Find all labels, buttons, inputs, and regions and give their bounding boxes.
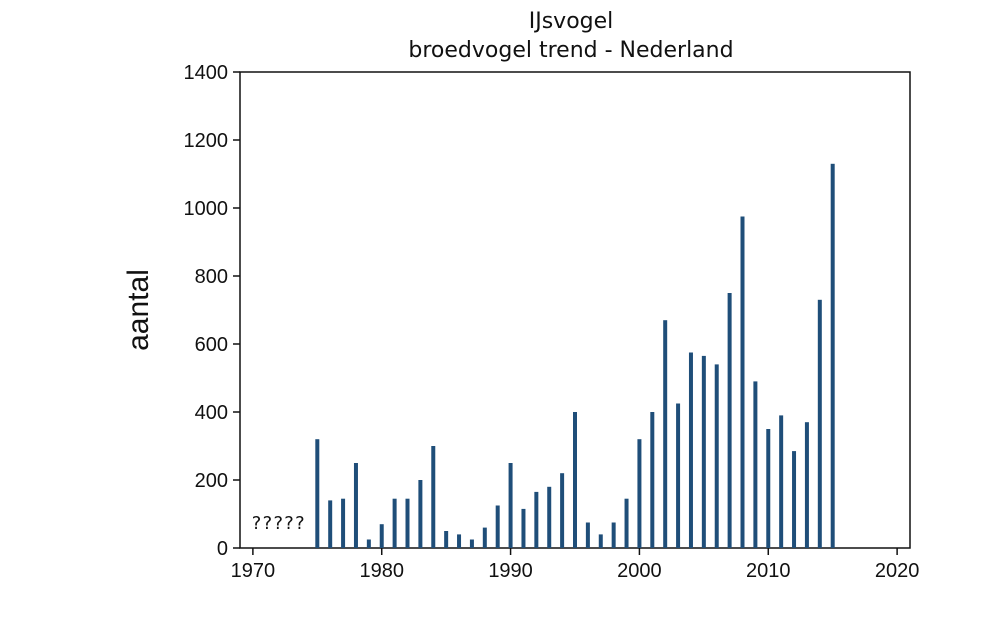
x-tick-label: 2010 <box>746 560 791 582</box>
bar-2014 <box>817 299 822 548</box>
y-axis: 0 200 400 600 800 1000 1200 1400 <box>184 62 240 560</box>
bar-2011 <box>779 415 784 548</box>
bar-1977 <box>341 498 346 548</box>
bar-series <box>315 163 835 549</box>
bar-1993 <box>547 486 552 548</box>
bar-1996 <box>585 522 590 548</box>
bar-2013 <box>804 422 809 548</box>
x-tick-label: 1970 <box>231 560 276 582</box>
bar-1980 <box>379 524 384 548</box>
y-tick-label: 600 <box>195 334 228 356</box>
bar-1983 <box>418 480 423 548</box>
y-tick-label: 0 <box>217 538 228 560</box>
bar-1982 <box>405 498 410 548</box>
x-tick-label: 1980 <box>359 560 404 582</box>
unknown-data-annotation: ????? <box>251 513 305 534</box>
bar-2005 <box>701 355 706 548</box>
x-axis: 1970 1980 1990 2000 2010 2020 <box>231 548 920 582</box>
bar-1975 <box>315 439 320 548</box>
bar-1987 <box>469 539 474 548</box>
y-tick-label: 800 <box>195 266 228 288</box>
bar-1990 <box>508 463 513 548</box>
bar-1997 <box>598 534 603 548</box>
bar-1986 <box>457 534 462 548</box>
bar-2008 <box>740 216 745 548</box>
bar-2010 <box>766 429 771 548</box>
y-tick-label: 400 <box>195 402 228 424</box>
y-tick-label: 1200 <box>184 130 229 152</box>
bar-1981 <box>392 498 397 548</box>
x-tick-label: 2020 <box>875 560 920 582</box>
y-axis-label: aantal <box>122 269 155 351</box>
bar-2006 <box>714 364 719 548</box>
bar-1999 <box>624 498 629 548</box>
bar-1992 <box>534 491 539 548</box>
bar-1979 <box>366 539 371 548</box>
bar-1998 <box>611 522 616 548</box>
bar-2009 <box>753 381 758 548</box>
bar-1994 <box>560 473 565 548</box>
chart-subtitle: broedvogel trend - Nederland <box>408 38 733 63</box>
bar-1989 <box>495 505 500 548</box>
bar-2004 <box>688 352 693 548</box>
bar-1991 <box>521 508 526 548</box>
bar-1995 <box>573 412 577 548</box>
bar-1984 <box>431 446 436 548</box>
bar-1978 <box>353 463 358 548</box>
bar-2001 <box>650 412 655 548</box>
bar-2002 <box>663 320 668 548</box>
x-tick-label: 1990 <box>488 560 533 582</box>
bar-2000 <box>637 439 642 548</box>
x-tick-label: 2000 <box>617 560 662 582</box>
bar-1988 <box>482 527 487 548</box>
bar-2003 <box>676 403 681 548</box>
bar-2015 <box>830 163 835 549</box>
y-tick-label: 200 <box>195 470 228 492</box>
bar-1985 <box>444 531 449 548</box>
bar-2007 <box>727 293 732 548</box>
chart-title: IJsvogel <box>529 9 614 34</box>
y-tick-label: 1000 <box>184 198 229 220</box>
bar-2012 <box>792 451 797 548</box>
y-tick-label: 1400 <box>184 62 229 84</box>
bar-1976 <box>328 500 333 548</box>
